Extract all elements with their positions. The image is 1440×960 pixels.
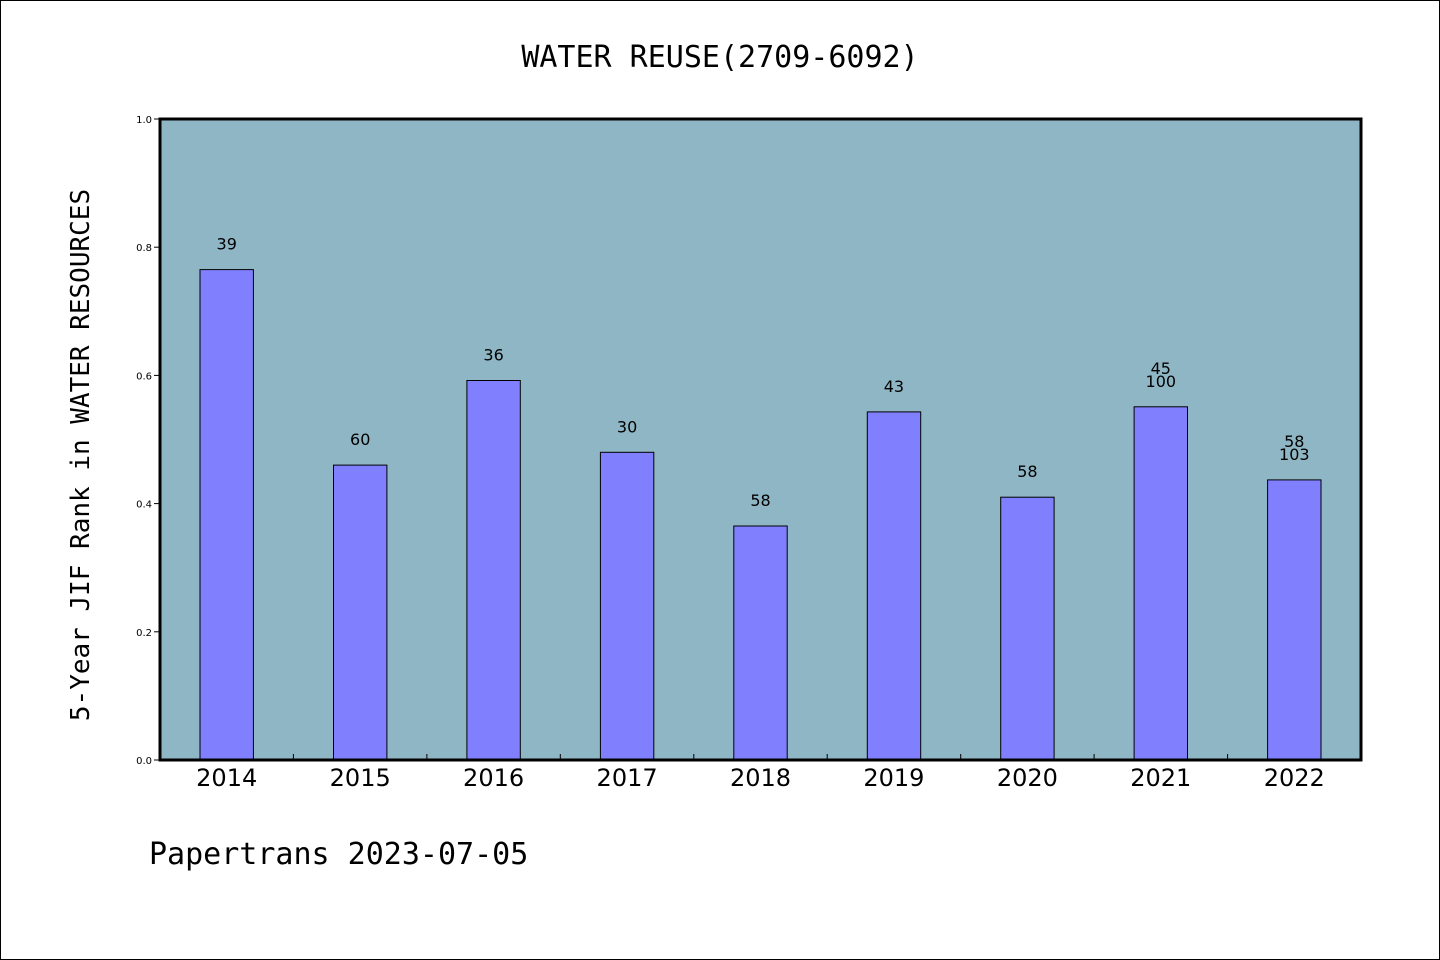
x-tick-label: 2019 bbox=[863, 764, 924, 792]
bar-2017 bbox=[599, 451, 655, 761]
bar-2021 bbox=[1133, 406, 1188, 761]
bar-label-2015-0: 60 bbox=[350, 430, 370, 449]
bar-2022 bbox=[1267, 479, 1322, 761]
bar-2018 bbox=[733, 525, 788, 761]
bar-label-2016-0: 36 bbox=[483, 346, 503, 365]
y-tick-label: 1.0 bbox=[136, 115, 152, 126]
y-tick-label: 0.0 bbox=[136, 756, 152, 767]
y-tick-label: 0.2 bbox=[136, 628, 152, 639]
bar-label-2022-0: 58 bbox=[1284, 432, 1304, 451]
bar-label-2021-0: 45 bbox=[1151, 359, 1171, 378]
bar-2014 bbox=[199, 269, 254, 761]
x-tick-label: 2021 bbox=[1130, 764, 1191, 792]
x-tick-label: 2022 bbox=[1264, 764, 1325, 792]
y-tick-label: 0.6 bbox=[136, 371, 152, 382]
bar-label-2019-0: 43 bbox=[884, 377, 904, 396]
footer-text: Papertrans 2023-07-05 bbox=[149, 837, 528, 872]
x-tick-label: 2020 bbox=[997, 764, 1058, 792]
bar-label-2018-0: 58 bbox=[750, 491, 770, 510]
y-tick-labels: 0.0 0.2 0.4 0.6 0.8 1.0 bbox=[136, 115, 152, 767]
bars-group bbox=[199, 269, 1322, 761]
bar-2020 bbox=[1000, 496, 1055, 761]
bar-label-2017-0: 30 bbox=[617, 417, 637, 436]
x-tick-label: 2016 bbox=[463, 764, 524, 792]
bar-label-2014-0: 39 bbox=[217, 235, 237, 254]
y-tick-label: 0.4 bbox=[136, 500, 152, 511]
bar-2016 bbox=[466, 380, 521, 761]
x-tick-label: 2015 bbox=[330, 764, 391, 792]
y-axis-label: 5-Year JIF Rank in WATER RESOURCES bbox=[66, 189, 96, 721]
bar-label-2020-0: 58 bbox=[1017, 462, 1037, 481]
bar-label-2021-1: 100 bbox=[1146, 372, 1177, 391]
bar-2019 bbox=[866, 411, 922, 761]
x-tick-label: 2018 bbox=[730, 764, 791, 792]
chart-title: WATER REUSE(2709-6092) bbox=[521, 40, 918, 75]
x-tick-labels: 2014 2015 2016 2017 2018 2019 2020 2021 2022 bbox=[196, 764, 1325, 792]
bar-label-2022-1: 103 bbox=[1279, 445, 1310, 464]
y-tick-label: 0.8 bbox=[136, 243, 152, 254]
x-tick-label: 2014 bbox=[196, 764, 257, 792]
bar-2015 bbox=[333, 464, 388, 761]
x-tick-label: 2017 bbox=[597, 764, 658, 792]
plot-frame bbox=[158, 117, 1363, 762]
